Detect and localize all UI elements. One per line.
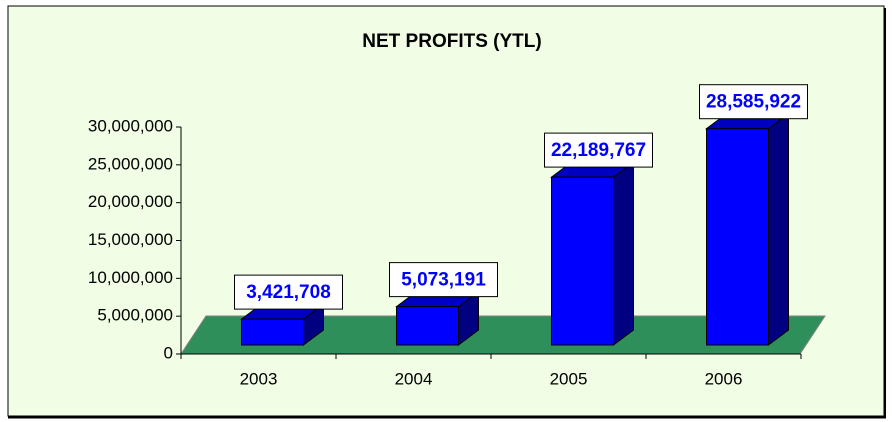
y-tick-label: 20,000,000 xyxy=(88,192,173,211)
x-tick-label: 2003 xyxy=(240,369,278,388)
x-tick-label: 2005 xyxy=(550,369,588,388)
y-tick-label: 0 xyxy=(164,343,173,362)
bar xyxy=(706,128,769,346)
data-label-box xyxy=(699,84,808,120)
data-label-box xyxy=(389,262,498,298)
y-tick-label: 5,000,000 xyxy=(97,306,173,325)
y-tick-label: 15,000,000 xyxy=(88,230,173,249)
data-label: 5,073,191 xyxy=(401,270,486,291)
y-tick-label: 30,000,000 xyxy=(88,116,173,135)
bar xyxy=(396,306,459,346)
y-tick-label: 25,000,000 xyxy=(88,154,173,173)
x-tick-label: 2006 xyxy=(705,369,743,388)
y-tick-label: 10,000,000 xyxy=(88,268,173,287)
bar xyxy=(241,318,304,346)
data-label-box xyxy=(234,274,343,310)
bar-side xyxy=(613,161,634,346)
data-label-box xyxy=(544,132,653,168)
data-label: 3,421,708 xyxy=(246,282,331,303)
data-label: 22,189,767 xyxy=(551,140,646,161)
chart-title: NET PROFITS (YTL) xyxy=(362,31,541,52)
bar-side xyxy=(768,112,789,346)
data-label: 28,585,922 xyxy=(706,92,801,113)
x-tick-label: 2004 xyxy=(395,369,433,388)
bar xyxy=(551,176,614,346)
